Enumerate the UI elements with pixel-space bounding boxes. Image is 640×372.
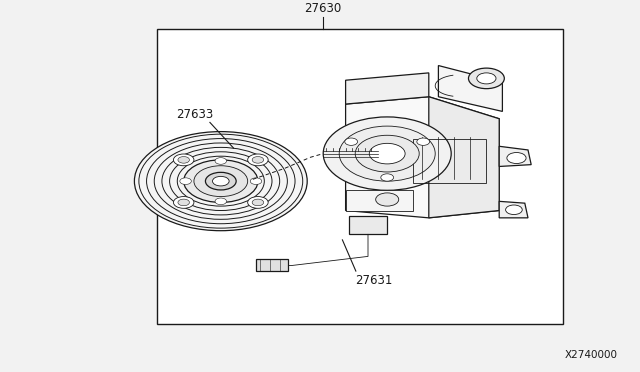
Circle shape xyxy=(323,117,451,190)
Circle shape xyxy=(468,68,504,89)
Circle shape xyxy=(205,172,236,190)
Bar xyxy=(157,29,563,324)
Circle shape xyxy=(339,126,435,181)
Circle shape xyxy=(417,138,429,145)
Circle shape xyxy=(477,73,496,84)
Text: 27633: 27633 xyxy=(177,108,214,121)
Circle shape xyxy=(250,178,262,185)
Circle shape xyxy=(248,154,268,166)
Circle shape xyxy=(178,199,189,206)
Circle shape xyxy=(173,196,194,208)
Polygon shape xyxy=(346,73,429,104)
Circle shape xyxy=(178,157,189,163)
Circle shape xyxy=(184,160,258,202)
Circle shape xyxy=(381,174,394,181)
Circle shape xyxy=(506,205,522,215)
Circle shape xyxy=(215,198,227,205)
Circle shape xyxy=(252,157,264,163)
Circle shape xyxy=(180,178,191,185)
Circle shape xyxy=(369,143,405,164)
Polygon shape xyxy=(438,65,502,112)
Polygon shape xyxy=(499,146,531,166)
Text: 27630: 27630 xyxy=(305,2,342,15)
Bar xyxy=(349,216,387,234)
Circle shape xyxy=(355,135,419,172)
Circle shape xyxy=(345,138,358,145)
Circle shape xyxy=(194,166,248,196)
Circle shape xyxy=(212,176,229,186)
Bar xyxy=(413,139,486,183)
Circle shape xyxy=(507,153,526,164)
Circle shape xyxy=(173,154,194,166)
Polygon shape xyxy=(429,97,499,218)
Circle shape xyxy=(376,193,399,206)
Text: 27631: 27631 xyxy=(355,274,392,287)
Circle shape xyxy=(215,158,227,164)
Polygon shape xyxy=(346,97,499,218)
Text: X2740000: X2740000 xyxy=(564,350,618,360)
Circle shape xyxy=(134,132,307,231)
Circle shape xyxy=(252,199,264,206)
Polygon shape xyxy=(499,201,528,218)
Bar xyxy=(256,259,288,271)
Polygon shape xyxy=(346,190,413,211)
Circle shape xyxy=(248,196,268,208)
